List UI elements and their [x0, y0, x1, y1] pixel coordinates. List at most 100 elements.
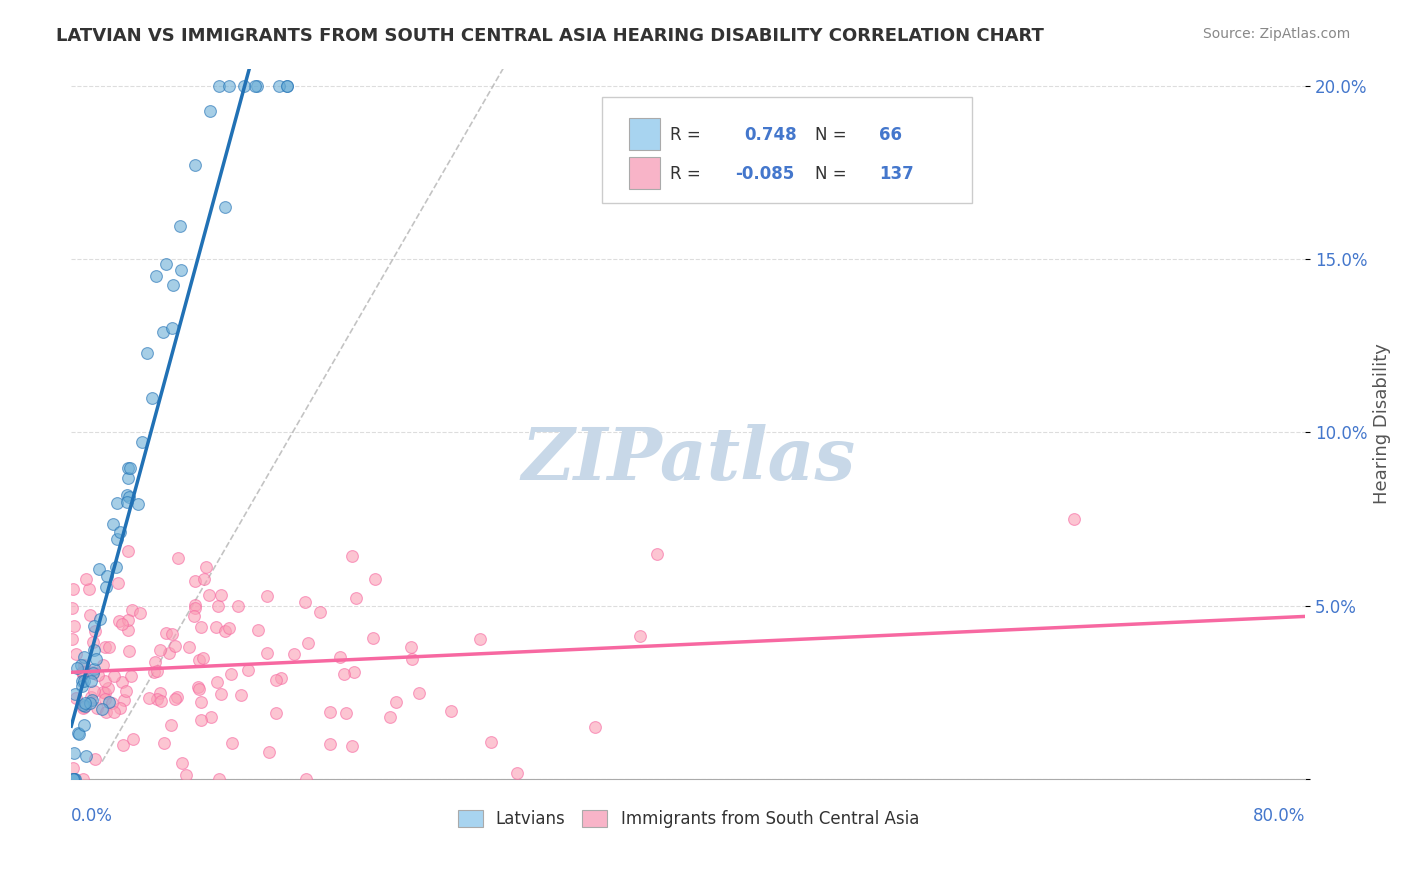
Point	[73, 700, 96, 714]
Point	[138, 691, 160, 706]
Point	[200, 709, 222, 723]
Point	[207, 772, 229, 786]
Point	[101, 696, 124, 710]
Point	[145, 269, 167, 284]
Point	[162, 278, 184, 293]
Point	[361, 632, 384, 646]
Point	[344, 591, 367, 605]
Text: -0.085: -0.085	[735, 165, 794, 183]
Point	[205, 620, 228, 634]
Point	[66, 725, 89, 739]
Point	[115, 684, 138, 698]
Point	[89, 562, 111, 576]
Point	[187, 680, 209, 694]
Point	[91, 657, 114, 672]
Point	[73, 698, 96, 713]
Text: 137: 137	[880, 165, 914, 183]
Point	[75, 749, 97, 764]
Point	[470, 632, 492, 647]
Point	[96, 568, 118, 582]
Point	[84, 624, 107, 638]
Point	[70, 665, 93, 679]
Text: N =: N =	[815, 165, 846, 183]
Point	[270, 671, 292, 685]
Point	[91, 685, 114, 699]
Text: 66: 66	[880, 126, 903, 144]
Point	[111, 675, 134, 690]
Point	[117, 460, 139, 475]
Point	[83, 752, 105, 766]
Point	[183, 609, 205, 624]
Text: R =: R =	[669, 165, 700, 183]
Point	[160, 717, 183, 731]
Text: Source: ZipAtlas.com: Source: ZipAtlas.com	[1202, 27, 1350, 41]
Point	[63, 772, 86, 786]
Point	[63, 618, 86, 632]
Point	[295, 772, 318, 786]
Point	[149, 643, 172, 657]
Point	[205, 675, 228, 690]
Point	[214, 200, 236, 214]
Point	[121, 732, 143, 747]
Text: ZIPatlas: ZIPatlas	[522, 424, 855, 495]
Point	[146, 691, 169, 706]
Point	[176, 768, 198, 782]
Point	[108, 524, 131, 539]
Point	[94, 673, 117, 688]
Point	[184, 158, 207, 172]
Point	[479, 735, 502, 749]
Point	[94, 686, 117, 700]
Point	[229, 689, 252, 703]
Point	[83, 684, 105, 698]
Point	[107, 576, 129, 591]
Point	[62, 772, 84, 786]
Point	[83, 642, 105, 657]
Bar	[628, 157, 659, 189]
Point	[127, 496, 149, 510]
Point	[72, 667, 94, 681]
Point	[118, 644, 141, 658]
Point	[73, 718, 96, 732]
Point	[75, 572, 97, 586]
Point	[218, 621, 240, 635]
Point	[194, 559, 217, 574]
Point	[269, 78, 291, 93]
Point	[72, 698, 94, 713]
Point	[103, 668, 125, 682]
Point	[93, 640, 115, 654]
Point	[94, 705, 117, 719]
Point	[72, 674, 94, 689]
Point	[72, 772, 94, 786]
Point	[129, 606, 152, 620]
Point	[120, 669, 142, 683]
Point	[319, 706, 342, 720]
Point	[152, 325, 174, 339]
Point	[98, 640, 121, 654]
Text: 0.748: 0.748	[744, 126, 796, 144]
FancyBboxPatch shape	[602, 97, 972, 203]
Point	[105, 496, 128, 510]
Point	[69, 658, 91, 673]
Point	[103, 705, 125, 719]
Point	[193, 650, 215, 665]
Point	[401, 652, 423, 666]
Point	[169, 219, 191, 233]
Point	[143, 665, 166, 679]
Point	[149, 686, 172, 700]
Point	[87, 667, 110, 681]
Point	[150, 694, 173, 708]
Point	[309, 605, 332, 619]
Point	[276, 78, 298, 93]
Point	[82, 692, 104, 706]
Point	[440, 704, 463, 718]
Point	[83, 619, 105, 633]
Point	[159, 646, 181, 660]
Text: 80.0%: 80.0%	[1253, 807, 1305, 825]
Point	[111, 738, 134, 752]
Point	[73, 650, 96, 665]
Point	[79, 582, 101, 597]
Point	[219, 666, 242, 681]
Point	[399, 640, 422, 654]
Point	[118, 461, 141, 475]
Point	[141, 391, 163, 405]
